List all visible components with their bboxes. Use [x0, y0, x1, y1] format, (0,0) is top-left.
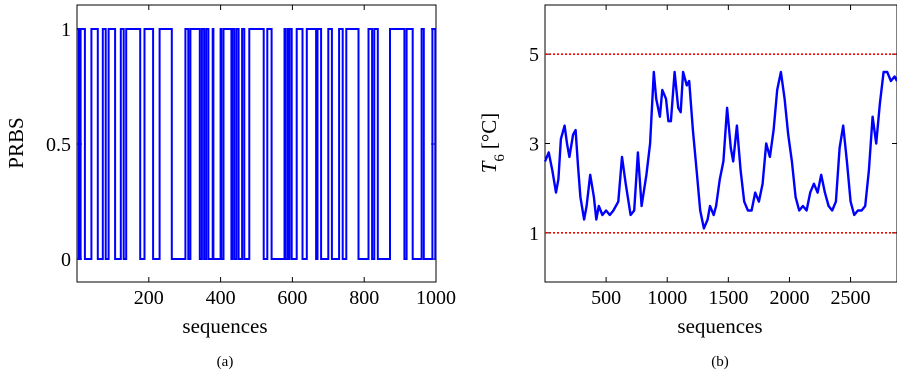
temperature-y-tick-label: 3 [529, 134, 539, 156]
temperature-x-tick-label: 500 [591, 287, 621, 309]
temperature-x-ticks: 500 1000 1500 2000 2500 [591, 5, 871, 309]
temperature-reference-lines [545, 53, 897, 234]
temperature-x-tick-label: 1000 [647, 287, 687, 309]
temperature-y-tick-label: 1 [529, 223, 539, 245]
temperature-x-axis-label: sequences [677, 314, 762, 338]
prbs-caption: (a) [217, 354, 234, 370]
temperature-x-tick-label: 1500 [708, 287, 748, 309]
temperature-x-tick-label: 2500 [831, 287, 871, 309]
temperature-y-tick-label: 5 [529, 44, 539, 66]
temperature-y-subscript: 6 [492, 154, 508, 162]
prbs-x-tick-label: 800 [349, 287, 379, 309]
prbs-x-tick-label: 1000 [416, 287, 456, 309]
prbs-plot-frame [76, 4, 437, 283]
prbs-series-line [77, 28, 437, 260]
temperature-y-unit: [°C] [477, 113, 501, 149]
prbs-y-tick-label: 1 [61, 19, 71, 41]
prbs-y-tick-label: 0.5 [46, 134, 71, 156]
prbs-x-tick-label: 400 [206, 287, 236, 309]
temperature-series-line [543, 70, 897, 230]
prbs-chart: 0 0.5 1 200 400 600 800 1000 sequences PRBS (a… [4, 4, 456, 370]
temperature-x-tick-label: 2000 [769, 287, 809, 309]
prbs-x-tick-label: 200 [134, 287, 164, 309]
prbs-x-ticks: 200 400 600 800 1000 [134, 5, 456, 309]
temperature-caption: (b) [711, 354, 729, 370]
temperature-y-axis-label: T6 [°C] [477, 113, 508, 174]
prbs-y-axis-label: PRBS [4, 117, 28, 168]
temperature-y-symbol: T [477, 160, 501, 173]
prbs-x-axis-label: sequences [182, 314, 267, 338]
prbs-x-tick-label: 600 [277, 287, 307, 309]
prbs-y-tick-label: 0 [61, 249, 71, 271]
temperature-chart: 1 3 5 500 1000 1500 2000 2500 sequences T6 [°C]… [477, 4, 897, 370]
